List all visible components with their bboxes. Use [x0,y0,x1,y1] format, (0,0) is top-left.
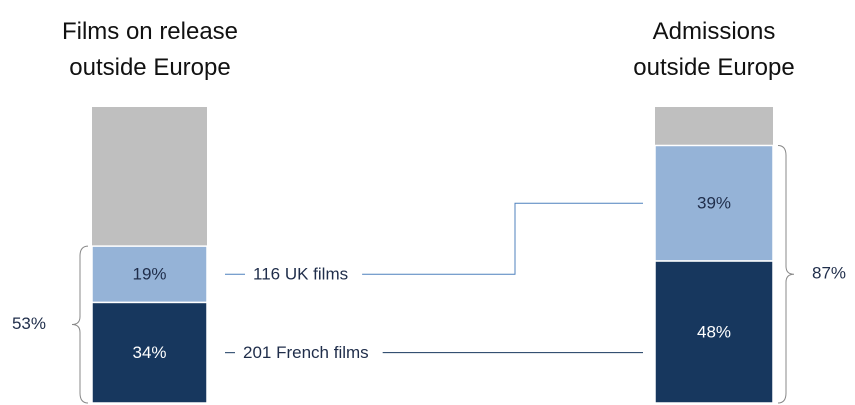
total-label: 53% [12,314,46,333]
category-title: Films on release outside Europe [61,18,239,81]
value-label: 34% [132,343,166,362]
annotation: 201 French films [243,343,369,362]
category-title: Admissions outside Europe [633,18,795,81]
value-label: 19% [132,265,166,284]
total-brace [71,245,89,404]
connector-line [362,202,643,275]
bar-segment [654,144,774,262]
bar-segment [91,301,208,404]
total-brace [777,144,795,404]
value-label: 48% [697,322,731,341]
total-label: 87% [812,264,846,283]
value-label: 39% [697,194,731,213]
bar-segment [91,245,208,304]
annotation: 116 UK films [253,265,348,284]
